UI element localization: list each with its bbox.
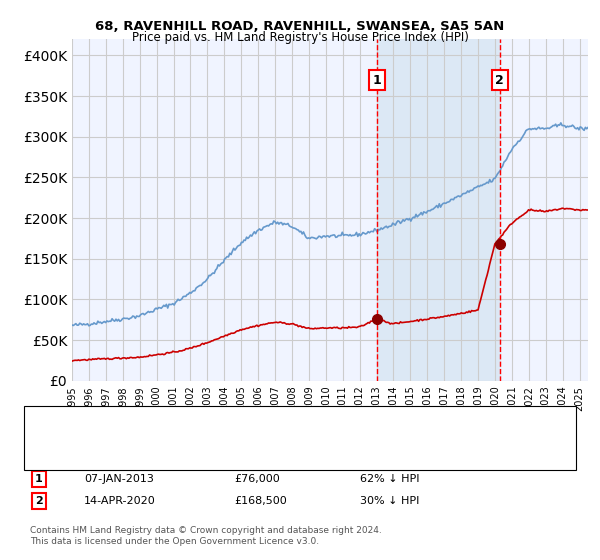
- Text: 68, RAVENHILL ROAD, RAVENHILL, SWANSEA, SA5 5AN: 68, RAVENHILL ROAD, RAVENHILL, SWANSEA, …: [95, 20, 505, 32]
- Text: 2: 2: [35, 496, 43, 506]
- Text: £76,000: £76,000: [234, 474, 280, 484]
- Text: 2: 2: [496, 74, 504, 87]
- Text: 14-APR-2020: 14-APR-2020: [84, 496, 156, 506]
- Text: Contains HM Land Registry data © Crown copyright and database right 2024.
This d: Contains HM Land Registry data © Crown c…: [30, 526, 382, 546]
- Text: 1: 1: [35, 474, 43, 484]
- Text: 30% ↓ HPI: 30% ↓ HPI: [360, 496, 419, 506]
- Text: 62% ↓ HPI: 62% ↓ HPI: [360, 474, 419, 484]
- Text: 07-JAN-2013: 07-JAN-2013: [84, 474, 154, 484]
- Text: £168,500: £168,500: [234, 496, 287, 506]
- Text: HPI: Average price, detached house, Swansea: HPI: Average price, detached house, Swan…: [78, 443, 317, 453]
- Text: Price paid vs. HM Land Registry's House Price Index (HPI): Price paid vs. HM Land Registry's House …: [131, 31, 469, 44]
- Text: 1: 1: [373, 74, 382, 87]
- Text: 68, RAVENHILL ROAD, RAVENHILL, SWANSEA, SA5 5AN (detached house): 68, RAVENHILL ROAD, RAVENHILL, SWANSEA, …: [78, 422, 457, 432]
- Bar: [377, 39, 500, 381]
